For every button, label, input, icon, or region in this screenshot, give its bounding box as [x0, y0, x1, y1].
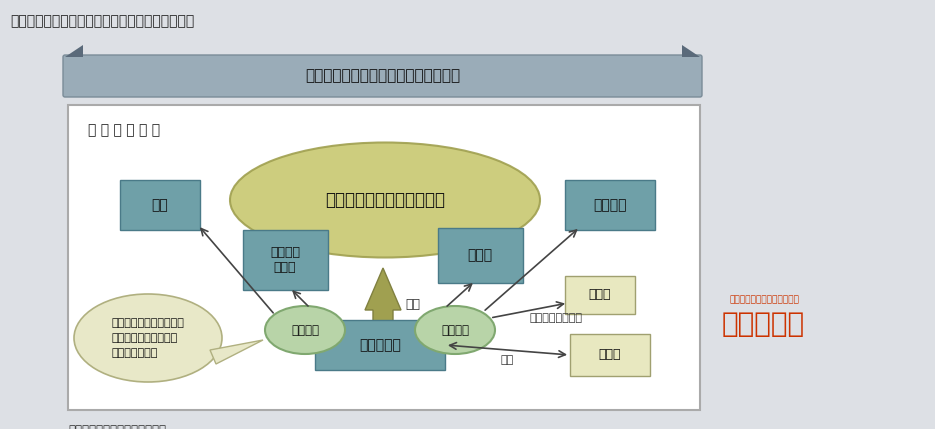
Polygon shape	[210, 340, 263, 364]
Text: 推進: 推進	[405, 299, 420, 311]
Text: 事務局: 事務局	[598, 348, 621, 362]
Ellipse shape	[415, 306, 495, 354]
FancyBboxPatch shape	[120, 180, 200, 230]
Text: 〈 実 施 体 制 〉: 〈 実 施 体 制 〉	[88, 123, 160, 137]
Text: 連携: 連携	[501, 355, 514, 365]
Text: 働きかけ: 働きかけ	[291, 323, 319, 336]
FancyBboxPatch shape	[710, 0, 935, 429]
Text: 実行チーム: 実行チーム	[359, 338, 401, 352]
Text: 飲食店等: 飲食店等	[593, 198, 626, 212]
Text: おいしいとやま食べきり運動実施体制: おいしいとやま食べきり運動実施体制	[305, 69, 460, 84]
Ellipse shape	[74, 294, 222, 382]
Text: 消費生活
団体等: 消費生活 団体等	[270, 246, 300, 274]
Text: コラム図　おいしいとやま食べきり運動実施体制: コラム図 おいしいとやま食べきり運動実施体制	[10, 14, 194, 28]
Ellipse shape	[265, 306, 345, 354]
Text: 事務所: 事務所	[468, 248, 493, 262]
Text: 資料：富山市消費生活センター: 資料：富山市消費生活センター	[68, 424, 166, 429]
FancyBboxPatch shape	[565, 276, 635, 314]
Text: たべキリン: たべキリン	[722, 310, 805, 338]
FancyBboxPatch shape	[315, 320, 445, 370]
Polygon shape	[682, 45, 700, 57]
Polygon shape	[65, 45, 83, 57]
Text: 家庭や学校等を通して、
食べきり運動の意識を
浸透させていく: 家庭や学校等を通して、 食べきり運動の意識を 浸透させていく	[111, 318, 184, 358]
Text: 教育現場での啓発: 教育現場での啓発	[530, 313, 583, 323]
Text: 働きかけ: 働きかけ	[441, 323, 469, 336]
FancyBboxPatch shape	[565, 180, 655, 230]
Text: 学校等: 学校等	[589, 288, 611, 302]
FancyBboxPatch shape	[242, 230, 327, 290]
Ellipse shape	[230, 142, 540, 257]
Polygon shape	[365, 268, 401, 335]
FancyBboxPatch shape	[570, 334, 650, 376]
FancyBboxPatch shape	[63, 55, 702, 97]
Text: 家庭: 家庭	[151, 198, 168, 212]
Text: おいしいとやま食べきり運動: おいしいとやま食べきり運動	[730, 295, 799, 304]
FancyBboxPatch shape	[438, 227, 523, 283]
FancyBboxPatch shape	[68, 105, 700, 410]
Text: 〜食べきり運動の広がり〜: 〜食べきり運動の広がり〜	[325, 191, 445, 209]
